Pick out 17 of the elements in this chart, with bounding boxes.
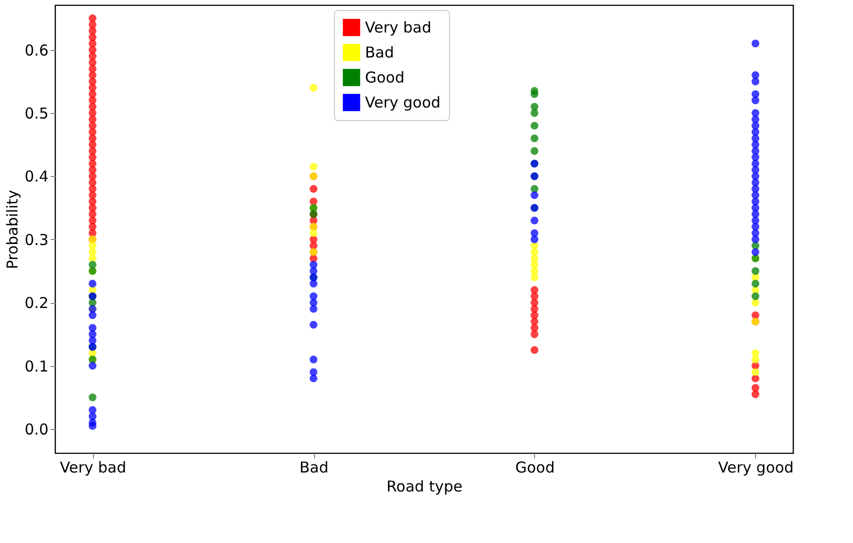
y-tick-label: 0.3 (24, 230, 48, 249)
x-tick-label: Very bad (60, 458, 126, 476)
y-tick-label: 0.0 (24, 420, 48, 438)
x-axis-title: Road type (386, 478, 462, 496)
y-tick-label: 0.4 (24, 168, 48, 186)
legend-label: Good (365, 68, 404, 86)
y-tick-label: 0.1 (24, 357, 48, 376)
y-tick-label: 0.2 (24, 294, 48, 312)
legend-label: Very bad (365, 18, 432, 36)
x-tick-label: Good (515, 458, 555, 476)
y-axis-title: Probability (4, 190, 22, 270)
legend-label: Very good (365, 94, 441, 112)
x-tick-label: Very good (718, 458, 794, 476)
y-tick-label: 0.5 (24, 104, 48, 123)
legend-label: Bad (365, 44, 394, 62)
x-tick-label: Bad (300, 458, 329, 476)
y-tick-label: 0.6 (24, 41, 48, 60)
